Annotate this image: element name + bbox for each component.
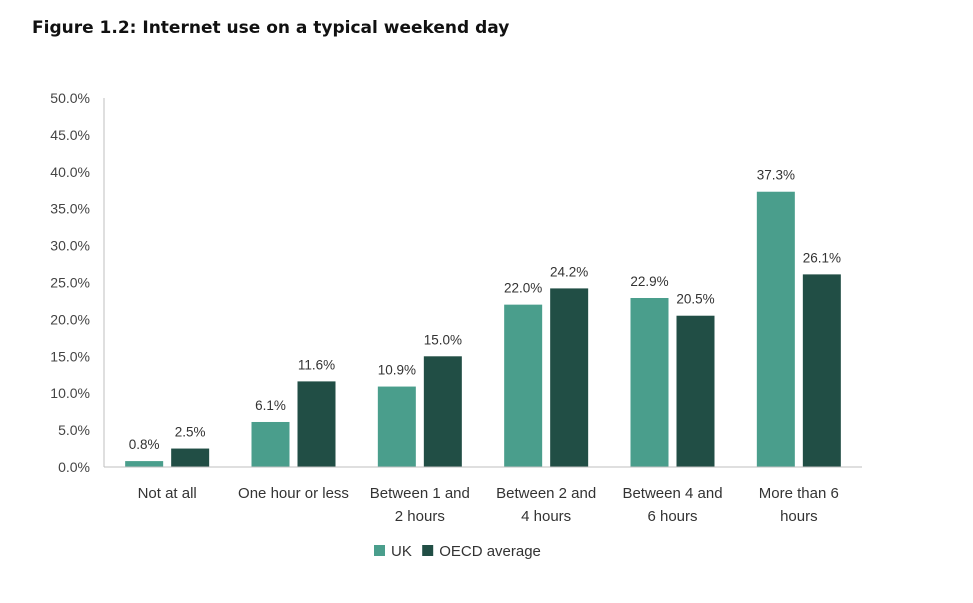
bar	[756, 191, 795, 467]
y-tick-label: 15.0%	[50, 348, 90, 364]
y-tick-label: 10.0%	[50, 385, 90, 401]
chart-title: Figure 1.2: Internet use on a typical we…	[32, 18, 510, 38]
y-tick-label: 50.0%	[50, 90, 90, 106]
data-label: 15.0%	[424, 332, 462, 347]
bar	[630, 297, 669, 467]
y-tick-label: 0.0%	[58, 459, 90, 475]
y-tick-label: 30.0%	[50, 238, 90, 254]
data-label: 26.1%	[803, 250, 841, 265]
data-label: 22.9%	[630, 274, 668, 289]
bar	[377, 386, 416, 467]
x-tick-label: Not at all	[138, 485, 197, 502]
x-axis: Not at all One hour or less Between 1 and 2…	[104, 466, 862, 525]
y-tick-label: 20.0%	[50, 311, 90, 327]
x-tick-label: More than 6	[759, 485, 839, 502]
data-label: 11.6%	[298, 357, 335, 372]
legend-label: UK	[391, 543, 412, 560]
data-label: 22.0%	[504, 281, 542, 296]
data-label: 0.8%	[129, 437, 160, 452]
bar	[171, 448, 210, 467]
bar	[125, 461, 164, 467]
bar	[504, 304, 543, 467]
bar	[802, 274, 841, 467]
legend-swatch	[374, 545, 385, 556]
y-axis: 0.0% 5.0% 10.0% 15.0% 20.0% 25.0% 30.0% 35.0% 40…	[50, 90, 105, 475]
y-tick-label: 5.0%	[58, 422, 90, 438]
x-tick-label: One hour or less	[238, 485, 349, 502]
data-label: 24.2%	[550, 264, 588, 279]
x-tick-label: hours	[780, 508, 818, 525]
bar	[251, 421, 290, 467]
bar	[676, 315, 715, 467]
x-tick-label: 4 hours	[521, 508, 571, 525]
data-label: 2.5%	[175, 425, 206, 440]
legend-label: OECD average	[439, 543, 541, 560]
bars	[125, 191, 841, 467]
data-label: 20.5%	[676, 292, 714, 307]
y-tick-label: 45.0%	[50, 127, 90, 143]
legend-swatch	[422, 545, 434, 556]
legend: UK OECD average	[374, 543, 541, 560]
data-label: 6.1%	[255, 398, 286, 413]
data-label: 10.9%	[378, 363, 416, 378]
data-labels: 0.8% 2.5% 6.1% 11.6% 10.9% 15.0% 22.0% 24.2% 22.…	[129, 168, 841, 452]
y-tick-label: 25.0%	[50, 275, 90, 291]
x-tick-label: Between 1 and	[370, 485, 470, 502]
bar	[297, 381, 336, 467]
y-tick-label: 35.0%	[50, 201, 90, 217]
x-tick-label: 2 hours	[395, 508, 445, 525]
x-tick-label: Between 4 and	[622, 485, 722, 502]
bar	[550, 288, 589, 467]
x-tick-label: Between 2 and	[496, 485, 596, 502]
y-tick-label: 40.0%	[50, 164, 90, 180]
data-label: 37.3%	[757, 168, 795, 183]
x-tick-label: 6 hours	[647, 508, 697, 525]
bar	[423, 356, 462, 467]
